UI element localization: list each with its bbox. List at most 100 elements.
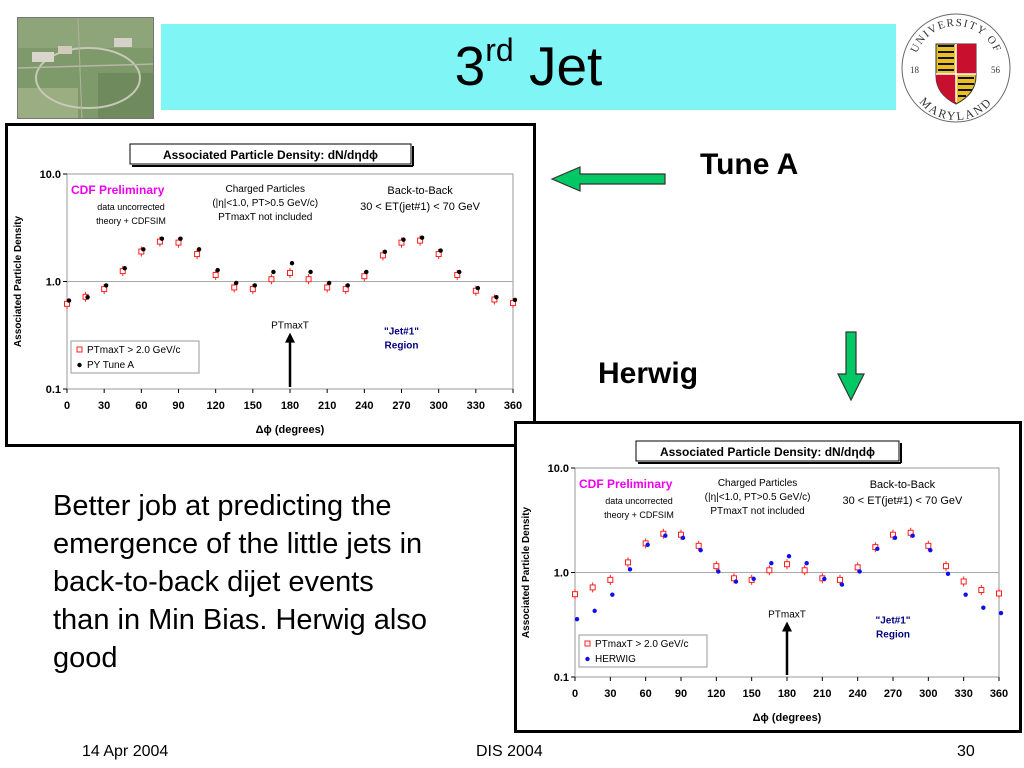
legend-marker-sim (585, 656, 590, 662)
x-tick-label: 60 (135, 400, 147, 412)
data-point (231, 284, 238, 291)
data-point (249, 286, 256, 293)
chart-legend: PTmaxT > 2.0 GeV/c PY Tune A (70, 340, 200, 374)
sim-point (419, 235, 425, 240)
sim-point (875, 546, 880, 551)
sim-point (234, 280, 239, 286)
y-axis-label: Associated Particle Density (13, 215, 24, 347)
chart-title-text: Associated Particle Density: dN/dηdϕ (163, 148, 378, 162)
theory-note: theory + CDFSIM (604, 510, 674, 520)
x-tick-label: 30 (98, 400, 110, 412)
sim-point (494, 294, 499, 300)
data-point (379, 252, 386, 259)
sim-point (928, 547, 933, 553)
ptmaxt-label: PTmaxT (271, 321, 309, 332)
sim-point (196, 247, 202, 252)
sim-point (698, 547, 703, 553)
ptmaxt-arrowhead-icon (285, 332, 295, 343)
eta-cut-label: (|η|<1.0, PT>0.5 GeV/c) (212, 198, 318, 209)
data-point (766, 567, 773, 574)
x-tick-label: 210 (813, 688, 831, 700)
sim-point (326, 280, 332, 286)
footer-event: DIS 2004 (476, 743, 543, 760)
sim-point (215, 267, 220, 273)
x-tick-label: 120 (206, 400, 224, 412)
x-tick-label: 270 (884, 688, 902, 700)
sim-point (981, 605, 986, 610)
chart-title: Associated Particle Density: dN/dηdϕ (129, 143, 414, 167)
data-point (854, 564, 861, 571)
y-tick-label: 10.0 (548, 463, 569, 475)
x-tick-label: 330 (954, 688, 972, 700)
sim-point (574, 616, 580, 622)
jet1-label: "Jet#1" (875, 616, 910, 627)
sim-point (998, 610, 1004, 616)
chart-tune-a: Associated Particle Density: dN/dηdϕ 10.0… (13, 143, 522, 436)
legend-label-sim: PY Tune A (87, 360, 134, 371)
legend-label-sim: HERWIG (595, 654, 636, 665)
title-bar: 3rd Jet (161, 24, 896, 110)
data-point (978, 587, 985, 594)
y-tick-label: 1.0 (46, 277, 61, 289)
x-tick-label: 300 (919, 688, 937, 700)
sim-point (610, 592, 615, 597)
x-tick-label: 120 (707, 688, 725, 700)
sim-point (910, 533, 915, 538)
logo-right-year: 56 (991, 65, 1001, 75)
sim-point (475, 285, 481, 291)
data-point (801, 567, 808, 574)
sim-point (364, 269, 369, 275)
et-jet-range-label: 30 < ET(jet#1) < 70 GeV (842, 495, 963, 507)
title-superscript: rd (485, 32, 514, 68)
sim-point (627, 567, 633, 572)
y-tick-label: 0.1 (46, 384, 61, 396)
chart-title: Associated Particle Density: dN/dηdϕ (635, 440, 902, 464)
left-arrow-icon (550, 166, 666, 192)
data-point (837, 576, 843, 583)
x-tick-label: 150 (742, 688, 760, 700)
sim-point (645, 542, 650, 548)
sim-point (857, 569, 862, 574)
title-main: 3 (454, 35, 486, 97)
y-axis-label: Associated Particle Density (521, 506, 532, 638)
sim-point (103, 283, 109, 288)
cdf-preliminary-label: CDF Preliminary (579, 477, 673, 491)
x-tick-label: 300 (429, 400, 447, 412)
sim-point (178, 236, 183, 241)
chart-herwig-frame: Associated Particle Density: dN/dηdϕ 10.0… (514, 421, 1022, 733)
theory-note: theory + CDFSIM (96, 216, 166, 226)
x-tick-label: 60 (640, 688, 652, 700)
sim-point (804, 561, 809, 566)
ptmaxt-arrowhead-icon (782, 621, 792, 632)
sim-point (66, 298, 72, 303)
x-tick-label: 210 (318, 400, 336, 412)
et-jet-range-label: 30 < ET(jet#1) < 70 GeV (360, 201, 481, 213)
sim-point (252, 283, 258, 288)
cdf-preliminary-label: CDF Preliminary (71, 183, 165, 197)
data-point (324, 284, 331, 291)
ptmaxt-excluded-label: PTmaxT not included (710, 506, 804, 517)
down-arrow-icon (837, 331, 865, 402)
y-tick-label: 10.0 (40, 169, 61, 181)
x-tick-label: 30 (604, 688, 616, 700)
sim-point (822, 576, 827, 582)
data-point (925, 542, 932, 549)
x-axis-label: Δϕ (degrees) (256, 424, 325, 436)
data-point (101, 286, 108, 293)
herwig-label: Herwig (598, 357, 699, 390)
data-point (784, 561, 790, 568)
legend-label-data: PTmaxT > 2.0 GeV/c (87, 345, 180, 356)
sim-point (512, 297, 518, 303)
x-tick-label: 240 (355, 400, 373, 412)
data-point (713, 563, 720, 570)
legend-label-data: PTmaxT > 2.0 GeV/c (595, 639, 688, 650)
data-point (943, 563, 949, 570)
footer-date: 14 Apr 2004 (82, 743, 169, 760)
sim-point (963, 592, 968, 597)
back-to-back-label: Back-to-Back (387, 185, 453, 197)
data-point (625, 559, 631, 566)
sim-point (438, 248, 443, 253)
y-tick-label: 0.1 (554, 672, 569, 684)
y-tick-label: 1.0 (554, 568, 569, 580)
sim-point (663, 533, 668, 538)
